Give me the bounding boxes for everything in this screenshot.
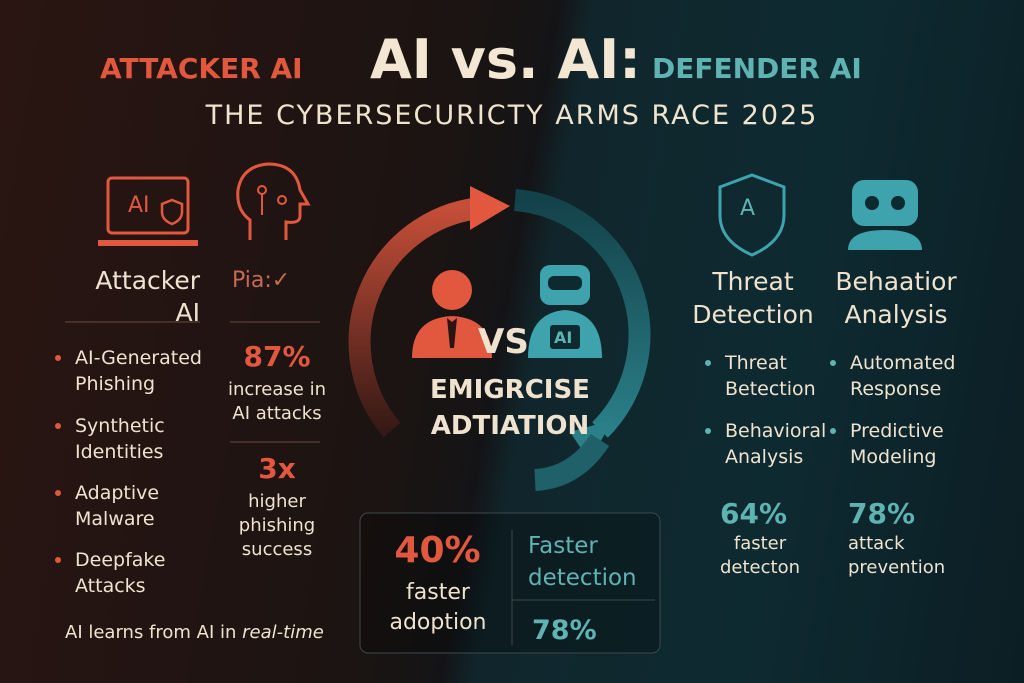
robot-text: AI (554, 328, 573, 347)
defender-item: Predictive Modeling (830, 418, 965, 470)
right-label: DEFENDER AI (652, 52, 862, 85)
attacker-item: Deepfake Attacks (55, 547, 215, 599)
attacker-item: AI-Generated Phishing (55, 345, 215, 397)
footer: AI learns from AI in real-time (65, 622, 324, 643)
defender-item: Behavioral Analysis (705, 420, 827, 468)
stat-value: 3x (258, 452, 296, 485)
stat-label: increase in AI attacks (228, 379, 326, 424)
attacker-item: Adaptive Malware (55, 480, 215, 532)
stat-label: higher phishing success (238, 491, 316, 560)
stat-label: attack prevention (848, 533, 946, 578)
stat-value: 64% (720, 497, 788, 530)
center-caption: EMIGRCISE ADTIATION (430, 375, 590, 441)
left-label: ATTACKER AI (100, 52, 303, 85)
icon-text: AI (128, 193, 150, 218)
box-value: 78% (532, 615, 597, 646)
title: AI vs. AI: (370, 28, 641, 91)
attacker-item: Synthetic Identities (55, 413, 215, 465)
defender-item: Threat Betection (705, 350, 825, 402)
box-value: 40% (394, 530, 481, 571)
footer-text: AI learns from AI in (65, 622, 237, 643)
defender-heading: Threat Detection (692, 267, 814, 329)
stat-value: 87% (243, 340, 311, 373)
defender-item: Automated Response (830, 350, 965, 402)
defender-heading: Behaatior Analysis (835, 267, 957, 329)
shield-text: A (740, 196, 756, 221)
stat-label: faster detecton (719, 533, 800, 578)
attacker-heading2: Pia:✓ (232, 268, 291, 293)
vs: VS (478, 322, 529, 362)
footer-emphasis: real-time (242, 622, 324, 643)
stat-value: 78% (848, 497, 916, 530)
subtitle: THE CYBERSECURICTY ARMS RACE 2025 (205, 100, 819, 131)
box-label: faster adoption (389, 580, 487, 635)
attacker-heading: Attacker AI (95, 266, 200, 327)
box-label: Faster detection (528, 533, 637, 591)
